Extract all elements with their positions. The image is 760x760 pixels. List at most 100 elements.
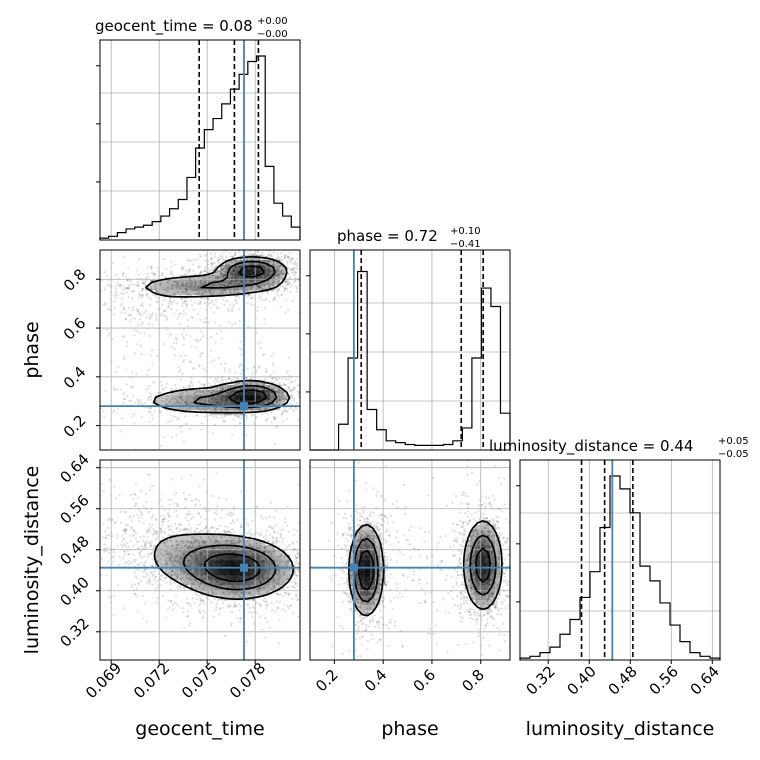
sample-point (284, 517, 287, 520)
sample-point (271, 549, 274, 553)
density-cell (205, 585, 211, 591)
sample-point (178, 564, 181, 567)
sample-point (265, 606, 268, 609)
sample-point (239, 348, 242, 351)
sample-point (286, 273, 290, 276)
sample-point (118, 283, 121, 287)
density-cell (165, 280, 171, 286)
density-cell (165, 545, 171, 551)
density-cell (260, 540, 266, 546)
sample-point (255, 383, 258, 386)
sample-point (232, 256, 235, 259)
sample-point (192, 397, 195, 400)
sample-point (204, 290, 207, 293)
sample-point (209, 293, 212, 296)
density-cell (195, 405, 201, 411)
density-cell (225, 585, 231, 591)
sample-point (234, 272, 237, 275)
sample-point (192, 288, 195, 291)
sample-point (247, 603, 250, 606)
sample-point (246, 400, 249, 403)
density-cell (205, 560, 211, 566)
sample-point (262, 402, 265, 405)
sample-point (174, 280, 177, 283)
density-cell (470, 575, 476, 581)
sample-point (178, 370, 181, 373)
sample-point (136, 281, 139, 284)
sample-point (200, 297, 203, 300)
sample-point (294, 276, 297, 280)
density-cell (185, 540, 191, 546)
sample-point (275, 390, 278, 393)
sample-point (256, 272, 259, 276)
sample-point (157, 266, 160, 270)
sample-point (220, 268, 223, 271)
sample-point (191, 316, 194, 319)
sample-point (181, 372, 184, 375)
sample-point (268, 385, 271, 388)
density-cell (170, 570, 176, 576)
sample-point (296, 615, 299, 618)
sample-point (194, 258, 197, 261)
density-cell (160, 280, 166, 286)
sample-point (230, 547, 233, 550)
sample-point (123, 358, 126, 361)
density-cell (275, 385, 281, 391)
sample-point (267, 274, 270, 277)
sample-point (248, 606, 251, 610)
sample-point (135, 269, 138, 272)
sample-point (269, 391, 272, 394)
sample-point (265, 274, 268, 277)
sample-point (188, 286, 191, 289)
sample-point (281, 391, 285, 394)
sample-point (259, 347, 262, 350)
sample-point (263, 272, 266, 275)
sample-point (227, 310, 230, 313)
sample-point (222, 289, 225, 292)
sample-point (170, 436, 173, 439)
sample-point (165, 398, 168, 401)
sample-point (264, 406, 267, 409)
sample-point (229, 271, 232, 274)
sample-point (226, 604, 229, 608)
sample-point (251, 271, 255, 274)
sample-point (112, 313, 115, 316)
sample-point (251, 397, 255, 401)
density-cell (270, 270, 276, 276)
sample-point (228, 606, 231, 609)
density-cell (170, 395, 176, 401)
sample-point (223, 303, 226, 306)
sample-point (167, 286, 170, 289)
sample-point (223, 369, 226, 372)
sample-point (269, 395, 272, 398)
sample-point (269, 269, 272, 273)
sample-point (246, 272, 249, 276)
sample-point (275, 377, 278, 380)
density-cell (235, 555, 241, 561)
sample-point (189, 259, 192, 262)
sample-point (295, 540, 298, 544)
density-cell (200, 570, 206, 576)
density-cell (255, 545, 261, 551)
sample-point (268, 397, 271, 400)
density-cell (245, 260, 251, 266)
sample-point (147, 387, 150, 390)
sample-point (247, 271, 250, 274)
density-cell (245, 270, 251, 276)
sample-point (166, 403, 169, 406)
density-cell (195, 280, 201, 286)
sample-point (265, 419, 268, 422)
sample-point (258, 268, 261, 271)
sample-point (203, 393, 206, 396)
sample-point (268, 267, 271, 271)
density-cell (255, 285, 261, 291)
density-cell (465, 585, 471, 591)
sample-point (252, 303, 255, 307)
sample-point (240, 398, 243, 401)
sample-point (258, 286, 261, 289)
sample-point (252, 271, 255, 274)
sample-point (173, 341, 176, 344)
sample-point (175, 341, 178, 345)
sample-point (189, 546, 192, 550)
